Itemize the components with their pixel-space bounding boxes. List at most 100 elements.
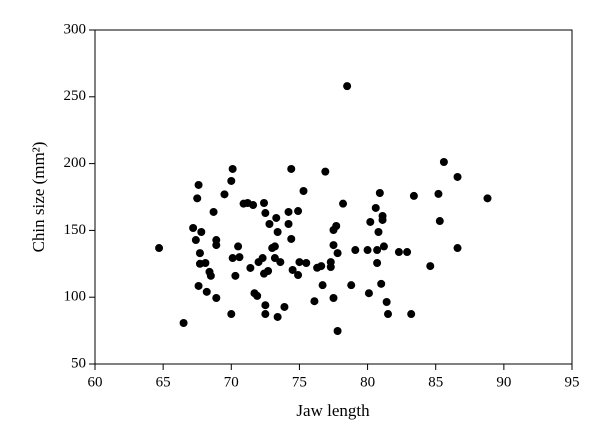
point bbox=[272, 213, 281, 222]
y-tick-label: 50 bbox=[71, 355, 86, 371]
point bbox=[195, 249, 204, 258]
point bbox=[202, 287, 211, 296]
point bbox=[288, 265, 297, 274]
point bbox=[394, 248, 403, 257]
y-tick-label: 200 bbox=[64, 155, 87, 171]
point bbox=[379, 242, 388, 251]
point bbox=[453, 172, 462, 181]
point bbox=[227, 310, 236, 319]
point bbox=[339, 199, 348, 208]
x-tick-label: 60 bbox=[88, 374, 103, 390]
point bbox=[434, 189, 443, 198]
point bbox=[191, 236, 200, 245]
point bbox=[249, 201, 258, 210]
point bbox=[287, 164, 296, 173]
point bbox=[194, 180, 203, 189]
point bbox=[384, 310, 393, 319]
point bbox=[435, 217, 444, 226]
x-tick-label: 75 bbox=[292, 374, 307, 390]
point bbox=[310, 297, 319, 306]
point bbox=[265, 219, 274, 228]
point bbox=[273, 312, 282, 321]
point bbox=[284, 207, 293, 216]
point bbox=[363, 246, 372, 255]
point bbox=[220, 190, 229, 199]
point bbox=[228, 254, 237, 263]
point bbox=[371, 203, 380, 212]
x-tick-label: 70 bbox=[224, 374, 239, 390]
point bbox=[375, 188, 384, 197]
point bbox=[261, 209, 270, 218]
point bbox=[453, 244, 462, 253]
point bbox=[212, 294, 221, 303]
point bbox=[329, 294, 338, 303]
point bbox=[270, 242, 279, 251]
y-axis-title: Chin size (mm²) bbox=[29, 142, 48, 253]
point bbox=[201, 258, 210, 267]
x-axis-title: Jaw length bbox=[296, 401, 370, 420]
point bbox=[439, 157, 448, 166]
point bbox=[374, 228, 383, 237]
point bbox=[378, 211, 387, 220]
point bbox=[343, 82, 352, 91]
point bbox=[231, 271, 240, 280]
point bbox=[273, 228, 282, 237]
point bbox=[321, 167, 330, 176]
point bbox=[264, 267, 273, 276]
point bbox=[403, 248, 412, 257]
point bbox=[483, 194, 492, 203]
point bbox=[261, 310, 270, 319]
point bbox=[235, 253, 244, 262]
point bbox=[409, 191, 418, 200]
point bbox=[373, 258, 382, 267]
y-tick-label: 250 bbox=[64, 88, 87, 104]
x-tick-label: 80 bbox=[360, 374, 375, 390]
point bbox=[333, 327, 342, 336]
point bbox=[212, 241, 221, 250]
point bbox=[246, 263, 255, 272]
point bbox=[259, 199, 268, 208]
x-tick-label: 95 bbox=[565, 374, 580, 390]
point bbox=[276, 258, 285, 267]
point bbox=[294, 207, 303, 216]
y-tick-label: 150 bbox=[64, 222, 87, 238]
point bbox=[326, 263, 335, 272]
point bbox=[253, 291, 262, 300]
point bbox=[261, 301, 270, 310]
plot-frame bbox=[94, 29, 573, 365]
point bbox=[189, 223, 198, 232]
point bbox=[299, 186, 308, 195]
point bbox=[294, 271, 303, 280]
point bbox=[382, 298, 391, 307]
point bbox=[302, 258, 311, 267]
point bbox=[295, 258, 304, 267]
point bbox=[197, 228, 206, 237]
point bbox=[347, 281, 356, 290]
point bbox=[317, 262, 326, 271]
point bbox=[351, 246, 360, 255]
point bbox=[228, 164, 237, 173]
point bbox=[377, 279, 386, 288]
point bbox=[287, 234, 296, 243]
x-tick-label: 85 bbox=[428, 374, 443, 390]
point bbox=[155, 244, 164, 253]
y-tick-label: 100 bbox=[64, 289, 87, 305]
point bbox=[333, 249, 342, 258]
point bbox=[194, 281, 203, 290]
x-tick-label: 90 bbox=[496, 374, 511, 390]
point bbox=[179, 318, 188, 327]
point bbox=[227, 176, 236, 185]
point bbox=[284, 219, 293, 228]
point bbox=[329, 241, 338, 250]
point bbox=[209, 207, 218, 216]
point bbox=[426, 262, 435, 271]
point bbox=[366, 217, 375, 226]
point bbox=[234, 242, 243, 251]
x-tick-label: 65 bbox=[156, 374, 171, 390]
point bbox=[258, 254, 267, 263]
point bbox=[280, 302, 289, 311]
point bbox=[318, 281, 327, 290]
point bbox=[373, 246, 382, 255]
point bbox=[206, 271, 215, 280]
point bbox=[193, 194, 202, 203]
